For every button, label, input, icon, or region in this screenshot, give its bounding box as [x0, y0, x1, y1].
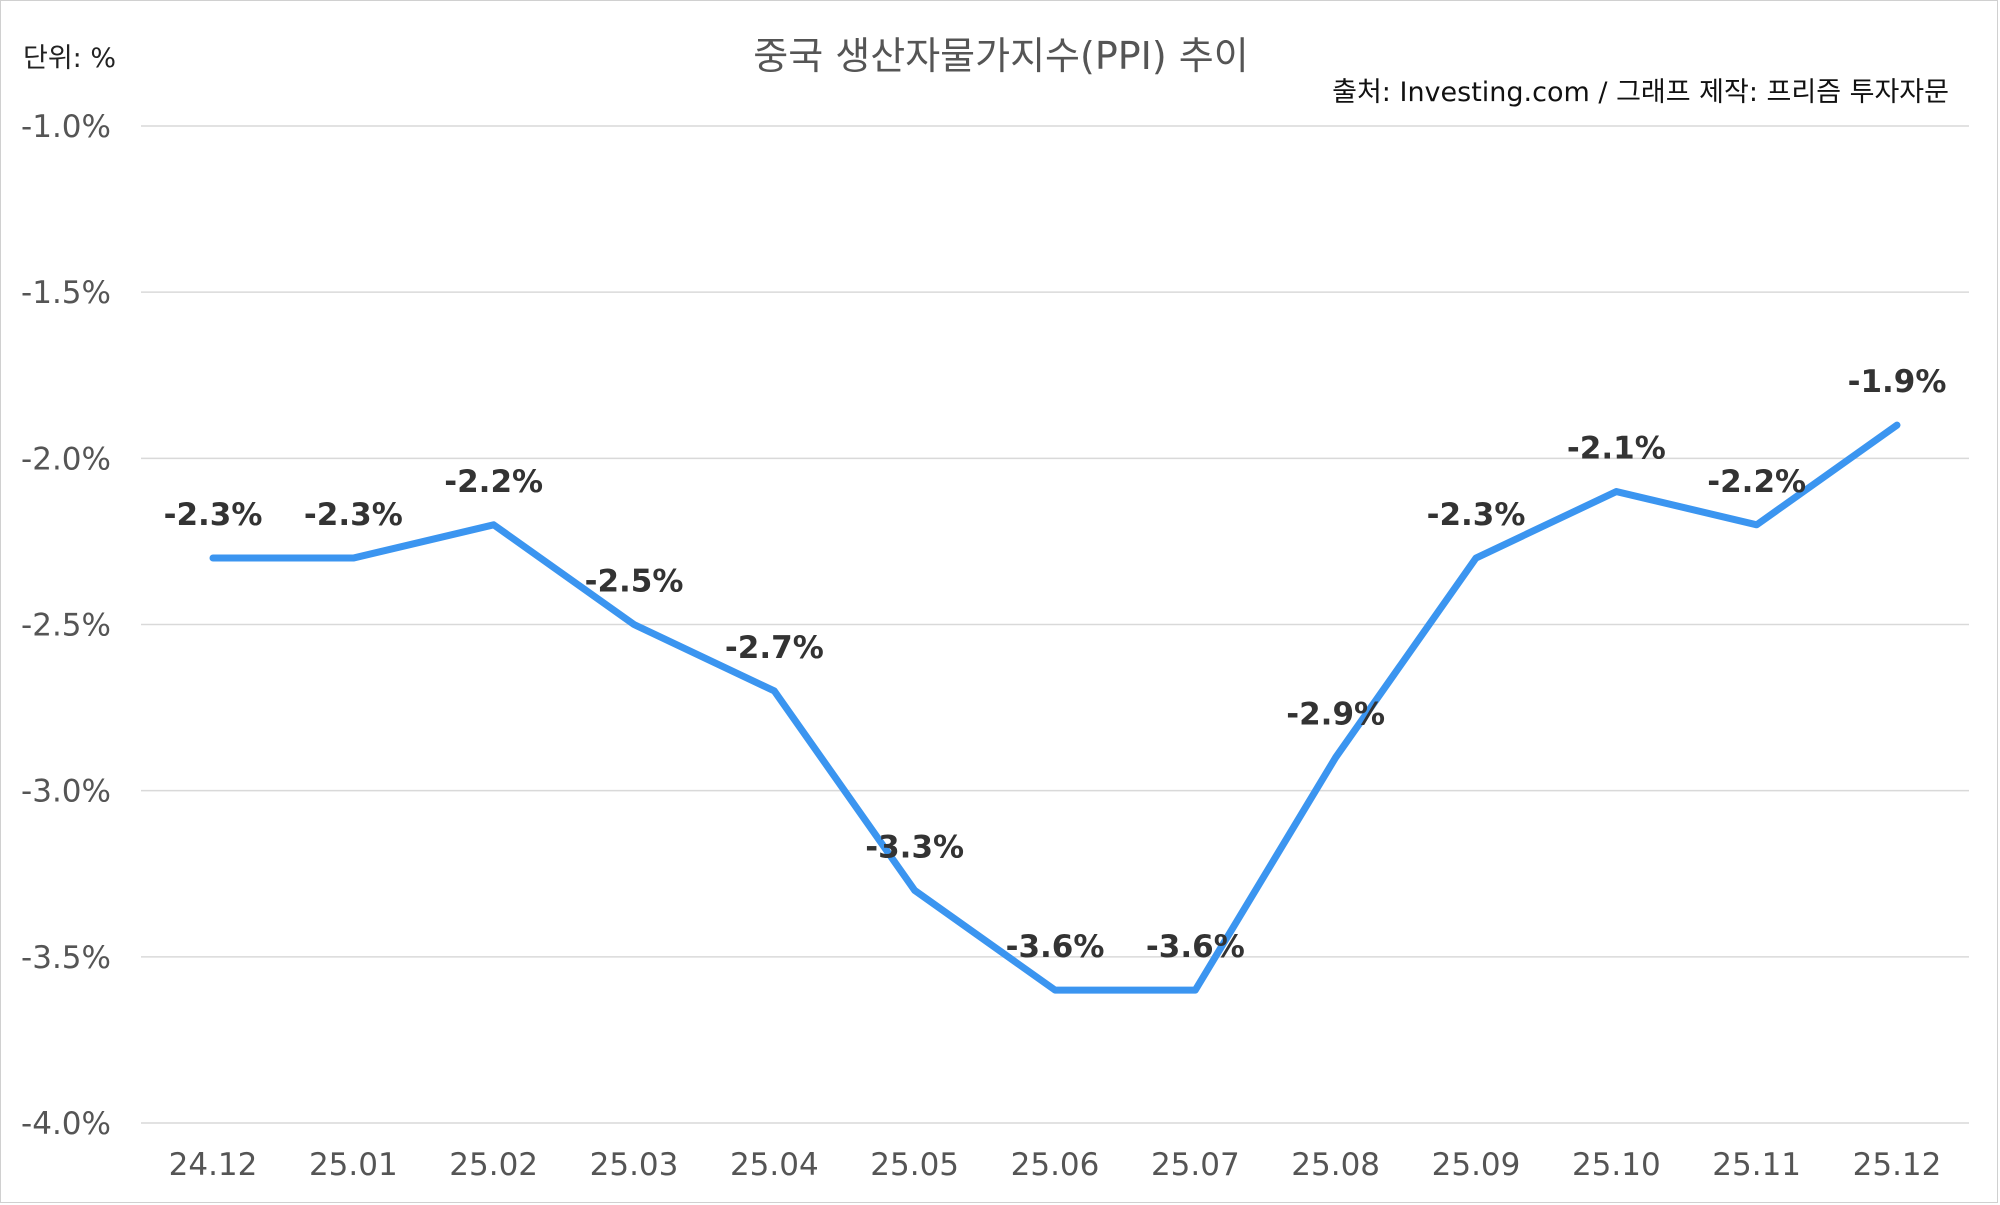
- y-tick-label: -4.0%: [21, 1106, 111, 1142]
- data-label: -3.6%: [1146, 929, 1245, 965]
- x-tick-label: 25.05: [870, 1147, 959, 1183]
- y-tick-label: -1.5%: [21, 275, 111, 311]
- y-tick-label: -2.0%: [21, 441, 111, 477]
- series-line: [209, 421, 1901, 994]
- y-tick-label: -1.0%: [21, 109, 111, 145]
- y-tick-label: -2.5%: [21, 608, 111, 644]
- gridlines: [141, 125, 1969, 1124]
- data-label: -2.9%: [1286, 696, 1385, 732]
- unit-label: 단위: %: [23, 43, 116, 74]
- source-credit: 출처: Investing.com / 그래프 제작: 프리즘 투자자문: [1332, 77, 1949, 108]
- x-tick-label: 24.12: [169, 1147, 258, 1183]
- x-tick-label: 25.01: [309, 1147, 398, 1183]
- data-labels: -2.3% -2.3% -2.2% -2.5% -2.7% -3.3% -3.6% -3.6%…: [164, 364, 1947, 965]
- y-tick-label: -3.0%: [21, 774, 111, 810]
- x-tick-label: 25.09: [1432, 1147, 1521, 1183]
- data-label: -2.3%: [1427, 497, 1526, 533]
- data-label: -2.7%: [725, 630, 824, 666]
- x-tick-label: 25.07: [1151, 1147, 1240, 1183]
- chart-title: 중국 생산자물가지수(PPI) 추이: [753, 34, 1248, 78]
- series-line-layer: [209, 421, 1901, 994]
- data-label: -2.2%: [1707, 464, 1806, 500]
- x-tick-label: 25.10: [1572, 1147, 1661, 1183]
- x-tick-label: 25.04: [730, 1147, 819, 1183]
- x-tick-label: 25.11: [1712, 1147, 1801, 1183]
- x-tick-label: 25.06: [1011, 1147, 1100, 1183]
- y-axis-ticks: -1.0% -1.5% -2.0% -2.5% -3.0% -3.5% -4.0%: [21, 109, 111, 1142]
- data-label: -3.3%: [865, 829, 964, 865]
- x-tick-label: 25.02: [449, 1147, 538, 1183]
- data-label: -2.5%: [585, 564, 684, 600]
- data-label: -2.3%: [164, 497, 263, 533]
- data-label: -2.3%: [304, 497, 403, 533]
- y-tick-label: -3.5%: [21, 940, 111, 976]
- x-tick-label: 25.03: [590, 1147, 679, 1183]
- data-label: -2.1%: [1567, 431, 1666, 467]
- data-label: -2.2%: [444, 464, 543, 500]
- x-tick-label: 25.12: [1853, 1147, 1942, 1183]
- data-label: -3.6%: [1006, 929, 1105, 965]
- x-tick-label: 25.08: [1291, 1147, 1380, 1183]
- data-label: -1.9%: [1848, 364, 1947, 400]
- x-axis-ticks: 24.12 25.01 25.02 25.03 25.04 25.05 25.06 25.07…: [169, 1147, 1942, 1183]
